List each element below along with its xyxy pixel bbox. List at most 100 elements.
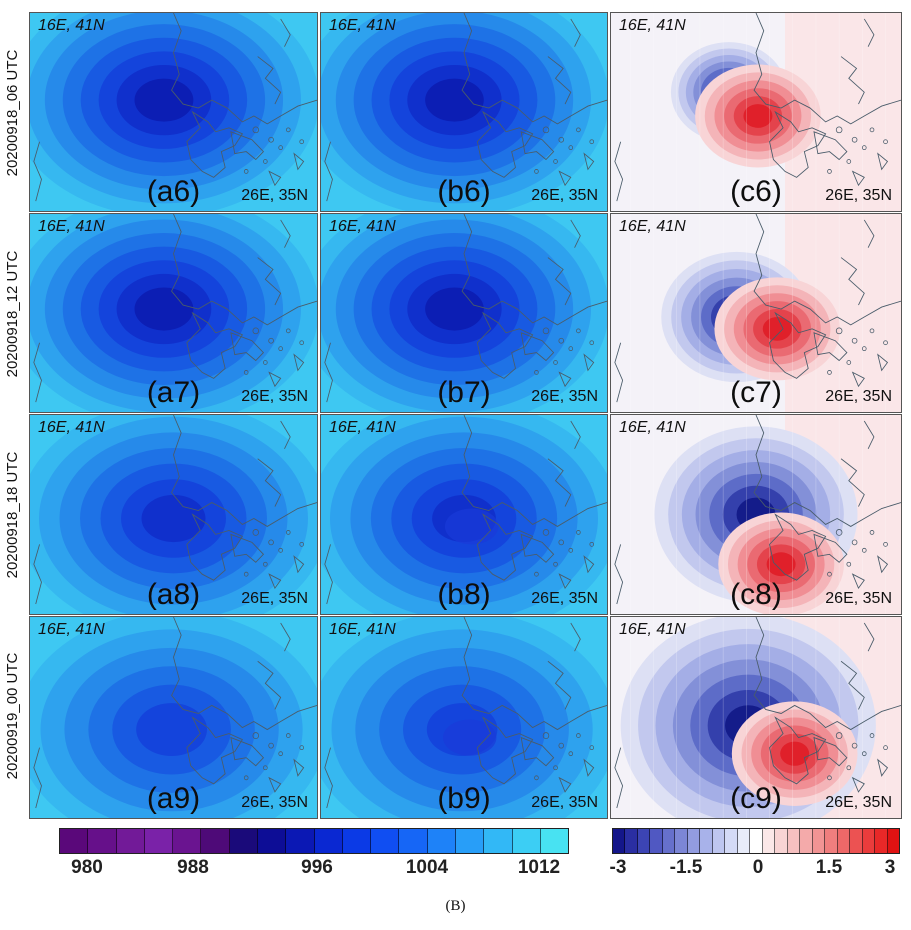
difference-colorbar-swatch bbox=[737, 829, 751, 853]
difference-colorbar-swatch bbox=[812, 829, 826, 853]
island-outline bbox=[252, 732, 260, 740]
island-outline bbox=[883, 340, 888, 346]
coastline bbox=[324, 747, 333, 809]
coastline bbox=[769, 716, 827, 785]
corner-coordinate-se: 26E, 35N bbox=[825, 187, 892, 204]
coastline bbox=[520, 131, 555, 161]
coastline bbox=[877, 152, 889, 171]
island-outline bbox=[553, 360, 558, 365]
coastline bbox=[268, 776, 282, 793]
pressure-colorbar-swatch bbox=[88, 829, 117, 853]
coastline bbox=[461, 415, 607, 527]
panel-label: (b6) bbox=[437, 175, 491, 208]
coastline bbox=[583, 555, 595, 574]
pressure-colorbar bbox=[59, 828, 569, 854]
pressure-colorbar-swatch bbox=[60, 829, 89, 853]
coastline bbox=[570, 420, 581, 450]
coastline bbox=[520, 332, 555, 362]
difference-colorbar-swatch bbox=[825, 829, 838, 853]
coastline bbox=[257, 458, 282, 507]
coastline bbox=[558, 776, 572, 793]
corner-coordinate-se: 26E, 35N bbox=[531, 187, 598, 204]
coastline bbox=[186, 311, 244, 379]
coastline bbox=[840, 257, 865, 306]
island-outline bbox=[542, 732, 550, 740]
coastline bbox=[268, 573, 282, 590]
island-outline bbox=[243, 370, 249, 375]
island-outline bbox=[883, 745, 888, 751]
map-field bbox=[30, 214, 317, 412]
island-outline bbox=[883, 541, 888, 547]
coastline bbox=[753, 617, 901, 731]
coastline bbox=[186, 110, 244, 178]
island-outline bbox=[299, 139, 304, 145]
coastline bbox=[547, 458, 572, 507]
map-field bbox=[30, 415, 317, 614]
pressure-colorbar-swatch bbox=[342, 829, 372, 853]
coastline bbox=[257, 660, 282, 710]
coastline bbox=[558, 371, 572, 388]
coastline bbox=[476, 311, 534, 379]
island-outline bbox=[835, 327, 843, 335]
corner-coordinate-se: 26E, 35N bbox=[241, 794, 308, 811]
coastline bbox=[280, 622, 291, 652]
island-outline bbox=[252, 327, 260, 335]
pressure-colorbar-swatch bbox=[540, 829, 569, 853]
coastline bbox=[171, 214, 317, 326]
coastline bbox=[230, 736, 265, 767]
corner-coordinate-nw: 16E, 41N bbox=[619, 419, 686, 436]
pressure-colorbar-swatch bbox=[286, 829, 315, 853]
coastline bbox=[863, 18, 875, 47]
corner-coordinate-nw: 16E, 41N bbox=[329, 17, 396, 34]
island-outline bbox=[542, 126, 550, 134]
pressure-colorbar-swatch bbox=[257, 829, 287, 853]
pressure-tick-980: 980 bbox=[71, 857, 103, 878]
island-outline bbox=[243, 169, 249, 174]
map-panel-b9: 16E, 41N 26E, 35N (b9) bbox=[320, 616, 608, 819]
difference-colorbar-swatch bbox=[750, 829, 763, 853]
island-outline bbox=[534, 775, 539, 781]
island-outline bbox=[568, 547, 574, 553]
coastline bbox=[293, 353, 305, 372]
difference-colorbar-swatch bbox=[662, 829, 676, 853]
corner-coordinate-nw: 16E, 41N bbox=[329, 218, 396, 235]
coastline bbox=[171, 617, 317, 731]
difference-colorbar-swatch bbox=[775, 829, 788, 853]
island-outline bbox=[553, 561, 558, 567]
island-outline bbox=[835, 529, 843, 536]
coastline bbox=[293, 152, 305, 171]
map-panel-a7: 16E, 41N 26E, 35N (a7) bbox=[29, 213, 318, 413]
difference-tick-3: 3 bbox=[884, 857, 896, 878]
difference-colorbar-swatch bbox=[650, 829, 663, 853]
coastline bbox=[461, 214, 607, 326]
coastline bbox=[33, 342, 42, 403]
island-outline bbox=[243, 571, 249, 577]
island-outline bbox=[846, 360, 852, 365]
panel-label: (a6) bbox=[146, 175, 201, 208]
pressure-colorbar-swatch bbox=[201, 829, 230, 853]
pressure-contour bbox=[444, 508, 499, 545]
corner-coordinate-nw: 16E, 41N bbox=[38, 621, 105, 638]
island-outline bbox=[299, 340, 304, 346]
corner-coordinate-nw: 16E, 41N bbox=[619, 17, 686, 34]
island-outline bbox=[869, 328, 875, 334]
coastline bbox=[614, 342, 624, 403]
coastline bbox=[851, 573, 865, 590]
panel-label: (c9) bbox=[730, 782, 782, 815]
island-outline bbox=[558, 337, 565, 344]
difference-colorbar bbox=[612, 828, 900, 854]
island-outline bbox=[243, 775, 249, 781]
corner-coordinate-se: 26E, 35N bbox=[825, 388, 892, 405]
difference-colorbar-swatch bbox=[725, 829, 738, 853]
pressure-tick-988: 988 bbox=[177, 857, 209, 878]
coastline bbox=[570, 622, 581, 652]
map-panel-c7: 16E, 41N 26E, 35N (c7) bbox=[610, 213, 902, 413]
island-outline bbox=[542, 327, 550, 335]
panel-label: (b8) bbox=[437, 578, 491, 611]
coastline bbox=[461, 13, 607, 125]
coastline bbox=[769, 513, 827, 581]
panel-label: (b9) bbox=[437, 782, 491, 815]
coastline bbox=[769, 110, 827, 178]
pressure-colorbar-swatch bbox=[484, 829, 513, 853]
island-outline bbox=[576, 127, 581, 133]
